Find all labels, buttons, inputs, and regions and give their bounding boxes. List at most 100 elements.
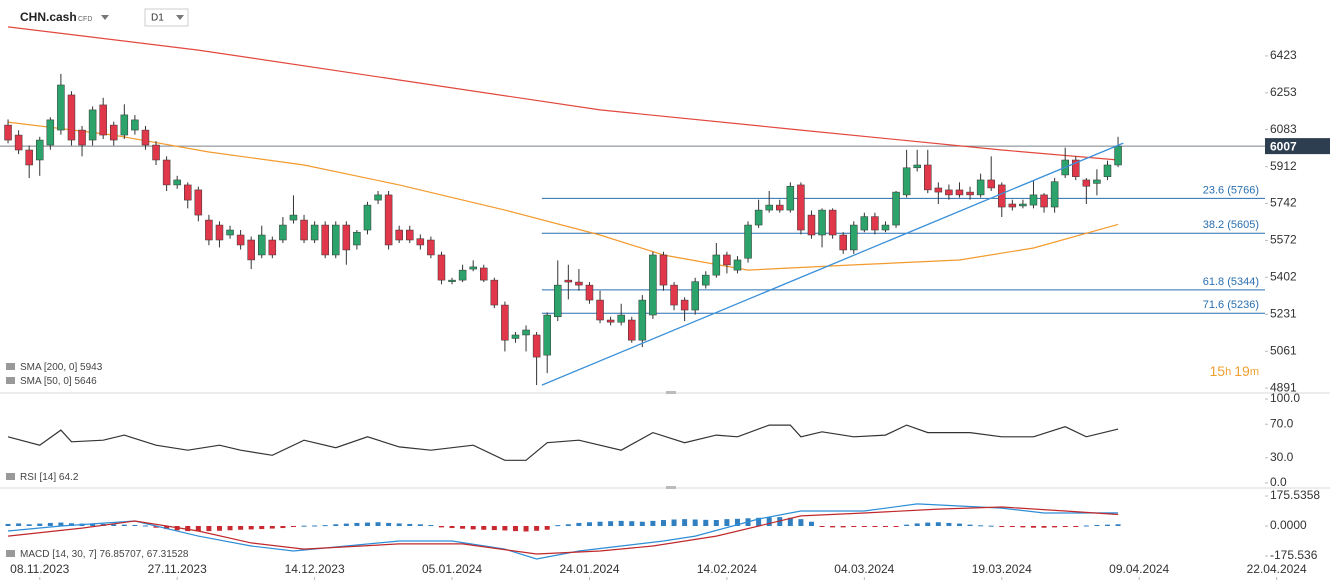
x-tick-label: 04.03.2024 [834, 562, 894, 576]
candle-body [902, 167, 911, 196]
y-tick-label: 0.0000 [1270, 518, 1307, 532]
legend-icon[interactable] [6, 377, 15, 384]
candle-body [532, 334, 541, 358]
y-tick-label: 5231 [1270, 307, 1297, 321]
candle-body [226, 229, 234, 236]
histogram-bar [830, 526, 836, 528]
candle-body [522, 329, 530, 336]
legend-icon[interactable] [6, 550, 15, 557]
y-tick-label: 6423 [1270, 48, 1297, 62]
candle-body [416, 238, 425, 246]
histogram-bar [481, 526, 487, 530]
candle-body [46, 119, 55, 146]
histogram-bar [988, 525, 994, 527]
interval-dropdown[interactable] [176, 15, 184, 20]
histogram-bar [523, 526, 529, 532]
candle-body [437, 254, 446, 281]
candle-body [818, 209, 826, 236]
histogram-bar [925, 522, 931, 526]
candle-body [585, 284, 594, 301]
histogram-bar [576, 522, 582, 526]
last-price-label: 6007 [1270, 139, 1297, 153]
legend-name: RSI [14] [20, 472, 56, 483]
histogram-bar [629, 521, 635, 526]
histogram-bar [565, 524, 571, 526]
histogram-bar [90, 523, 96, 526]
candle-body [617, 314, 625, 323]
histogram-bar [597, 521, 603, 526]
candle-body [934, 187, 943, 193]
interval-box[interactable] [144, 8, 189, 27]
histogram-bar [734, 518, 740, 526]
candle-body [78, 129, 86, 146]
histogram-bar [608, 521, 614, 526]
candle-body [490, 279, 499, 306]
candle-body [871, 216, 879, 231]
candle-body [606, 319, 615, 323]
legend-entry: SMA [200, 0] 5943 [20, 362, 103, 373]
candle-body [543, 314, 551, 356]
histogram-bar [766, 517, 772, 526]
legend-value: 5943 [80, 362, 103, 373]
histogram-bar [798, 519, 804, 526]
symbol-dropdown[interactable] [101, 15, 109, 20]
y-tick-label: 5061 [1270, 343, 1297, 357]
candle-body [469, 266, 477, 270]
y-tick-label: 5402 [1270, 269, 1297, 283]
histogram-bar [438, 526, 444, 528]
legend-icon[interactable] [6, 473, 15, 480]
candle-body [247, 239, 255, 261]
legend-name: SMA [200, 0] [20, 362, 77, 373]
symbol[interactable]: CHN.cash [20, 10, 77, 24]
histogram-bar [1115, 524, 1121, 526]
x-tick-label: 08.11.2023 [10, 562, 69, 576]
candle-body [1093, 179, 1101, 184]
histogram-bar [227, 526, 233, 531]
panel-resize-handle[interactable] [666, 486, 676, 489]
histogram-bar [703, 519, 709, 526]
panel-resize-handle[interactable] [666, 391, 676, 394]
candle-body [300, 219, 308, 241]
candle-body [427, 239, 435, 256]
candle-body [754, 209, 763, 226]
x-tick-label: 22.04.2024 [1247, 562, 1307, 576]
interval[interactable]: D1 [151, 13, 164, 24]
histogram-bar [185, 526, 191, 532]
histogram-bar [534, 526, 540, 531]
candle-body [310, 224, 319, 241]
x-tick-label: 27.11.2023 [148, 562, 207, 576]
candle-body [205, 219, 213, 241]
candle-body [480, 267, 488, 281]
candle-body [976, 179, 985, 196]
histogram-bar [121, 524, 127, 526]
candle-body [723, 254, 731, 266]
histogram-bar [354, 522, 360, 526]
x-tick-label: 05.01.2024 [422, 562, 482, 576]
histogram-bar [164, 526, 170, 530]
histogram-bar [248, 526, 254, 530]
candle-body [1114, 145, 1122, 166]
candle-body [924, 164, 932, 191]
candle-body [564, 279, 573, 283]
candle-body [321, 224, 329, 256]
candle-body [342, 224, 351, 251]
histogram-bar [639, 521, 645, 526]
candle-body [173, 179, 181, 186]
legend-entry: SMA [50, 0] 5646 [20, 376, 97, 387]
candle-body [998, 184, 1006, 208]
legend-icon[interactable] [6, 363, 15, 370]
histogram-bar [999, 526, 1005, 527]
candle-body [110, 124, 118, 141]
histogram-bar [682, 519, 688, 526]
sma-line [7, 121, 1119, 271]
candle-body [4, 124, 12, 141]
histogram-bar [195, 526, 201, 532]
fib-label: 38.2 (5605) [1203, 219, 1259, 231]
candle-body [120, 114, 129, 136]
histogram-bar [322, 525, 328, 527]
histogram-bar [407, 523, 413, 526]
histogram-bar [872, 526, 878, 527]
histogram-bar [1094, 524, 1100, 526]
histogram-bar [68, 523, 74, 526]
legend-value: 67.31528 [147, 549, 189, 560]
